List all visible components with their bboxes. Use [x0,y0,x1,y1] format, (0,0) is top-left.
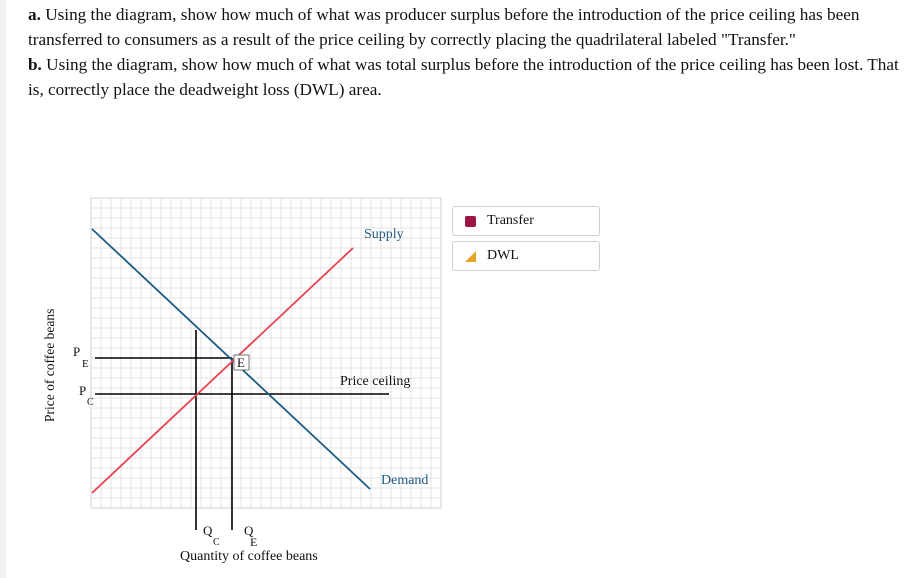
transfer-tool-button[interactable]: Transfer [452,206,600,236]
pe-label: P [73,344,80,359]
price-ceiling-label: Price ceiling [340,374,410,389]
pe-subscript: E [82,358,89,370]
equilibrium-box [233,354,250,371]
question-text: a. Using the diagram, show how much of w… [28,2,918,102]
demand-curve [91,228,371,490]
x-axis-label: Quantity of coffee beans [180,549,318,564]
question-part-b: b. Using the diagram, show how much of w… [28,52,918,102]
supply-curve [91,247,354,494]
y-axis-label: Price of coffee beans [42,309,57,422]
graph-grid [90,197,442,509]
dwl-tool-button[interactable]: DWL [452,241,600,271]
filled-square-icon [465,216,476,227]
question-part-a: a. Using the diagram, show how much of w… [28,2,918,52]
qe-label: Q [244,523,254,538]
demand-label: Demand [381,473,428,488]
transfer-tool-label: Transfer [487,213,534,228]
equilibrium-label: E [237,355,245,370]
pc-label: P [79,383,86,398]
part-a-text: Using the diagram, show how much of what… [28,5,860,49]
part-b-text: Using the diagram, show how much of what… [28,55,899,99]
left-rule [0,0,6,578]
part-a-label: a. [28,5,41,24]
pc-subscript: C [87,397,94,408]
supply-label: Supply [364,227,404,242]
part-b-label: b. [28,55,42,74]
qc-subscript: C [213,537,220,548]
qe-subscript: E [250,535,257,549]
dwl-tool-label: DWL [487,248,519,263]
graph-border [90,197,442,509]
qc-label: Q [203,523,213,538]
triangle-icon [465,251,476,262]
